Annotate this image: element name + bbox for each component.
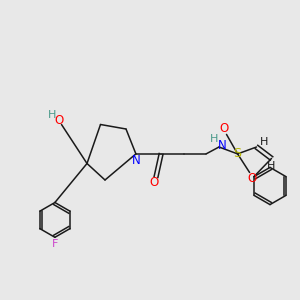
Text: N: N — [218, 139, 226, 152]
Text: S: S — [234, 147, 242, 161]
Text: H: H — [47, 110, 56, 120]
Text: F: F — [52, 239, 58, 249]
Text: O: O — [55, 114, 64, 127]
Text: O: O — [220, 122, 229, 135]
Text: H: H — [260, 136, 268, 147]
Text: H: H — [267, 161, 276, 171]
Text: O: O — [150, 176, 159, 190]
Text: O: O — [248, 172, 256, 185]
Text: H: H — [210, 134, 219, 144]
Text: N: N — [132, 154, 141, 167]
